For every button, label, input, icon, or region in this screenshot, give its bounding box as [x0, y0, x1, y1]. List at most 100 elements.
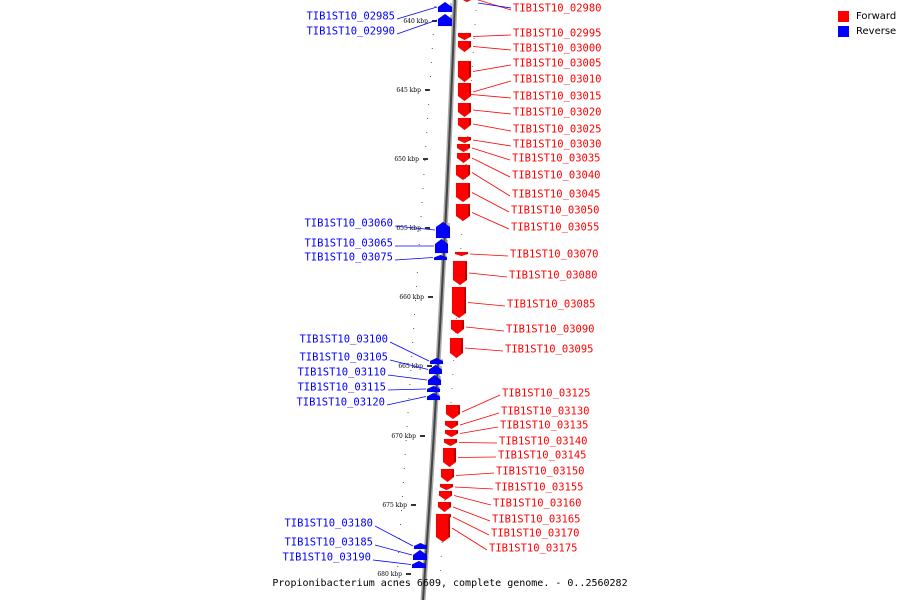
minor-tick — [399, 538, 401, 539]
minor-tick — [416, 272, 418, 273]
tick-label: 670 kbp — [391, 433, 416, 440]
gene-body — [439, 491, 452, 500]
minor-tick — [421, 202, 423, 203]
minor-tick — [471, 66, 473, 67]
forward-gene-label: TIB1ST10_03035 — [512, 153, 601, 165]
forward-gene — [457, 40, 472, 53]
minor-tick — [454, 332, 456, 333]
gene-leader — [386, 396, 427, 406]
gene-leader — [374, 544, 413, 556]
minor-tick — [427, 118, 429, 119]
minor-tick — [432, 34, 434, 35]
gene-outline — [427, 374, 442, 386]
forward-gene-label: TIB1ST10_03015 — [513, 91, 602, 103]
forward-label: Forward — [856, 11, 897, 22]
gene-shade — [438, 394, 440, 397]
gene-shade — [452, 470, 454, 477]
gene-shade — [461, 339, 463, 353]
forward-gene-label: TIB1ST10_03125 — [502, 388, 591, 400]
forward-gene — [450, 319, 465, 335]
gene-outline — [456, 152, 471, 164]
gene-outline — [457, 136, 472, 144]
gene-outline — [444, 420, 459, 430]
gene-leader — [396, 19, 438, 35]
reverse-gene-label: TIB1ST10_03100 — [299, 334, 388, 346]
minor-tick — [423, 174, 425, 175]
gene-shade — [469, 34, 471, 37]
forward-gene — [457, 136, 472, 144]
forward-gene-label: TIB1ST10_03000 — [513, 43, 602, 55]
forward-gene — [442, 447, 457, 468]
gene-leader — [389, 359, 429, 370]
legend-reverse: Reverse — [838, 24, 896, 39]
gene-body — [453, 261, 467, 285]
forward-gene — [456, 143, 471, 153]
gene-shade — [469, 138, 471, 140]
gene-leader — [471, 157, 511, 178]
minor-tick — [460, 248, 462, 249]
gene-outline — [437, 13, 453, 27]
minor-tick — [414, 314, 416, 315]
forward-gene-label: TIB1ST10_03025 — [513, 124, 602, 136]
gene-outline — [426, 385, 441, 393]
gene-outline — [437, 501, 452, 513]
minor-tick — [398, 552, 400, 553]
gene-shade — [468, 154, 470, 158]
genome-caption: Propionibacterium acnes 6609, complete g… — [272, 578, 628, 589]
gene-outline — [451, 286, 467, 319]
gene-leader — [459, 412, 500, 426]
gene-leader — [396, 6, 438, 20]
minor-tick — [439, 584, 441, 585]
gene-outline — [456, 143, 471, 153]
legend: Forward Reverse — [838, 9, 896, 39]
forward-gene — [451, 286, 467, 319]
gene-body — [458, 33, 471, 40]
reverse-swatch — [838, 26, 849, 37]
gene-body — [428, 375, 441, 385]
forward-gene — [455, 203, 471, 222]
forward-gene — [435, 513, 451, 543]
tick-label: 650 kbp — [394, 156, 419, 163]
minor-tick — [404, 454, 406, 455]
gene-shade — [458, 406, 460, 414]
minor-tick — [410, 370, 412, 371]
tick-label: 665 kbp — [398, 363, 423, 370]
gene-outline — [434, 238, 449, 254]
forward-gene — [455, 182, 471, 203]
gene-leader — [476, 0, 512, 11]
reverse-gene-label: TIB1ST10_03190 — [282, 552, 371, 564]
gene-body — [427, 386, 440, 392]
minor-tick — [451, 388, 453, 389]
gene-outline — [457, 117, 472, 131]
gene-leader — [467, 302, 506, 307]
reverse-label: Reverse — [856, 26, 897, 37]
forward-gene — [457, 32, 472, 41]
gene-shade — [456, 422, 458, 425]
gene-body — [455, 252, 468, 256]
gene-body — [413, 550, 427, 560]
reverse-gene — [429, 357, 444, 365]
gene-body — [458, 118, 471, 130]
gene-outline — [438, 490, 453, 501]
tick-mark — [427, 365, 432, 367]
forward-gene-label: TIB1ST10_03080 — [509, 270, 598, 282]
gene-outline — [445, 404, 461, 420]
tick-label: 660 kbp — [399, 294, 424, 301]
gene-outline — [450, 319, 465, 335]
forward-gene-label: TIB1ST10_03040 — [512, 170, 601, 182]
reverse-gene-label: TIB1ST10_03060 — [304, 218, 393, 230]
gene-shade — [451, 485, 453, 487]
gene-leader — [452, 516, 490, 536]
minor-tick — [465, 164, 467, 165]
gene-leader — [389, 341, 430, 362]
gene-outline — [454, 251, 469, 257]
gene-shade — [454, 449, 456, 462]
minor-tick — [415, 286, 417, 287]
legend-forward: Forward — [838, 9, 896, 24]
gene-leader — [387, 374, 428, 381]
minor-tick — [464, 178, 466, 179]
gene-body — [446, 405, 460, 419]
gene-leader — [472, 139, 512, 147]
gene-shade — [455, 440, 457, 443]
